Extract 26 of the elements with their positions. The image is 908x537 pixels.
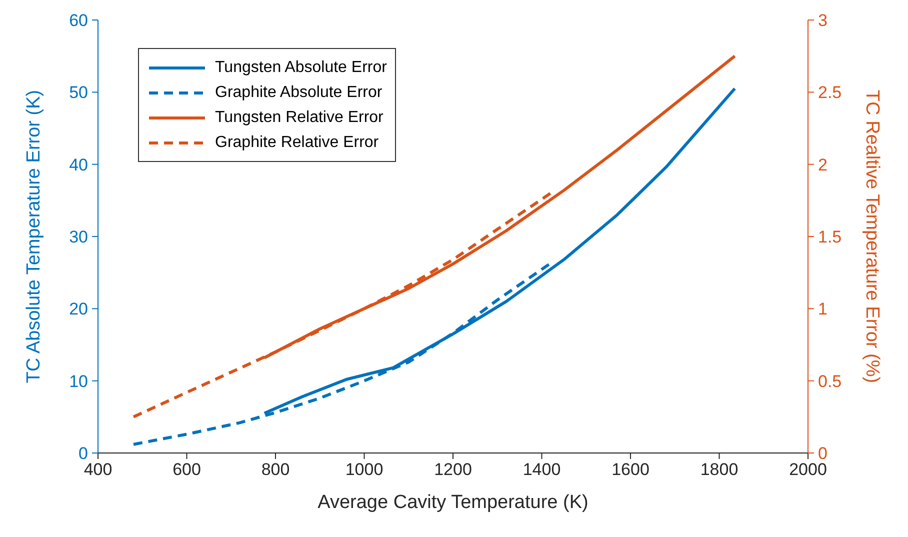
- x-tick-label: 1400: [522, 460, 561, 480]
- y2-tick-label: 0.5: [818, 372, 842, 391]
- y-tick-label: 30: [69, 228, 88, 247]
- y2-tick-label: 2.5: [818, 83, 842, 102]
- y-tick-label: 60: [69, 11, 88, 30]
- legend-label: Tungsten Relative Error: [215, 108, 384, 126]
- x-axis-title: Average Cavity Temperature (K): [318, 492, 588, 513]
- legend-label: Tungsten Absolute Error: [215, 58, 387, 76]
- y-tick-label: 40: [69, 155, 88, 174]
- y-tick-label: 20: [69, 300, 88, 319]
- x-tick-label: 800: [261, 460, 290, 480]
- y2-tick-label: 1: [818, 300, 828, 319]
- y-tick-label: 50: [69, 83, 88, 102]
- y2-tick-label: 1.5: [818, 228, 842, 247]
- y-axis-title: TC Absolute Temperature Error (K): [24, 90, 45, 384]
- y2-axis-title: TC Realtive Temperature Error (%): [861, 90, 882, 384]
- legend-label: Graphite Absolute Error: [215, 84, 382, 102]
- legend-label: Graphite Relative Error: [215, 134, 379, 152]
- x-tick-label: 1600: [612, 460, 650, 480]
- x-tick-label: 600: [172, 460, 201, 480]
- y2-tick-label: 3: [818, 11, 828, 30]
- x-tick-label: 1200: [434, 460, 472, 480]
- y-tick-label: 10: [69, 372, 88, 391]
- x-tick-label: 1800: [700, 460, 738, 480]
- y2-tick-label: 2: [818, 155, 828, 174]
- x-tick-label: 1000: [345, 460, 384, 480]
